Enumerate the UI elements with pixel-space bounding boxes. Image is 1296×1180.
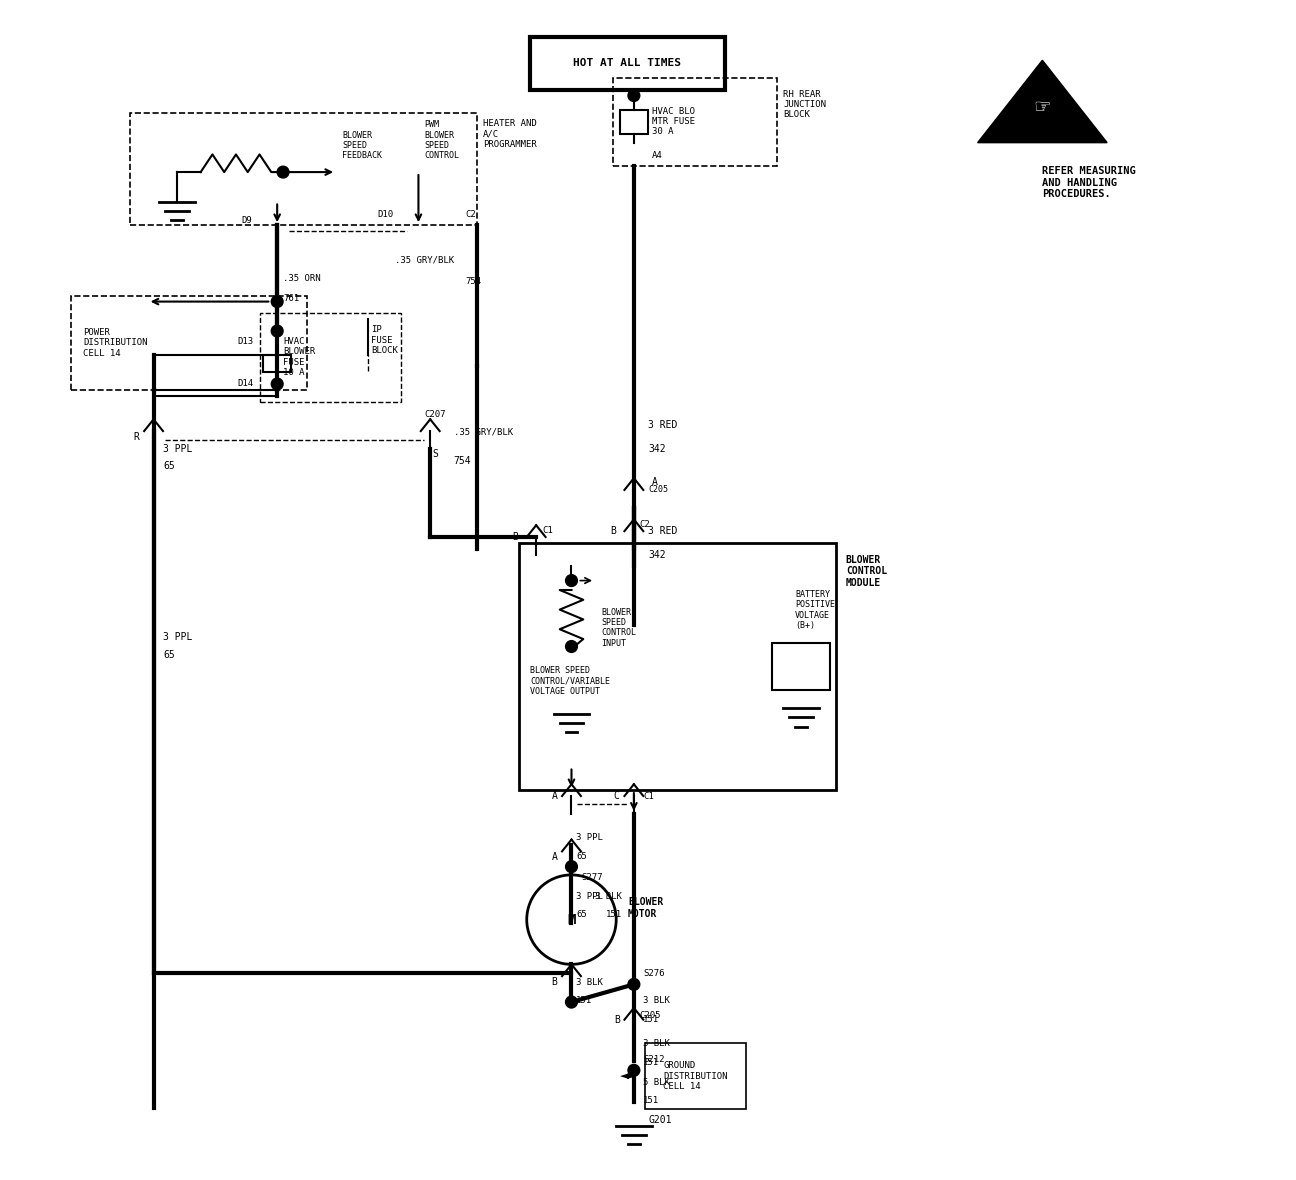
- Bar: [263, 354, 292, 372]
- Text: 3 BLK: 3 BLK: [643, 1038, 670, 1048]
- Text: B: B: [610, 526, 616, 536]
- Circle shape: [565, 575, 577, 586]
- Polygon shape: [977, 60, 1107, 143]
- Circle shape: [629, 1064, 640, 1076]
- Text: ☞: ☞: [1034, 98, 1051, 117]
- Bar: [771, 643, 831, 690]
- Text: PWM
BLOWER
SPEED
CONTROL: PWM BLOWER SPEED CONTROL: [424, 120, 459, 160]
- Text: 3 BLK: 3 BLK: [643, 996, 670, 1005]
- Bar: [530, 37, 724, 90]
- Text: HOT AT ALL TIMES: HOT AT ALL TIMES: [573, 58, 682, 68]
- Text: HEATER AND
A/C
PROGRAMMER: HEATER AND A/C PROGRAMMER: [483, 119, 537, 149]
- Text: 151: 151: [643, 1096, 660, 1106]
- Text: IP
FUSE
BLOCK: IP FUSE BLOCK: [372, 326, 398, 355]
- Text: S: S: [433, 448, 438, 459]
- Text: C205: C205: [648, 485, 667, 494]
- Text: .35 GRY/BLK: .35 GRY/BLK: [454, 428, 513, 437]
- Text: C1: C1: [542, 525, 553, 535]
- Bar: [518, 543, 836, 791]
- Text: B: B: [552, 977, 557, 986]
- Circle shape: [271, 378, 283, 389]
- Text: 342: 342: [648, 444, 666, 454]
- Bar: [259, 314, 400, 401]
- Text: B: B: [513, 532, 518, 542]
- Text: BLOWER
MOTOR: BLOWER MOTOR: [629, 897, 664, 919]
- Text: POWER
DISTRIBUTION
CELL 14: POWER DISTRIBUTION CELL 14: [83, 328, 148, 358]
- Bar: [71, 296, 307, 389]
- Text: 3 BLK: 3 BLK: [595, 892, 622, 900]
- Text: 151: 151: [643, 1057, 660, 1067]
- Text: M: M: [568, 912, 575, 926]
- Text: 342: 342: [648, 550, 666, 559]
- Text: A4: A4: [652, 151, 662, 160]
- Text: A: A: [552, 852, 557, 863]
- Text: S277: S277: [581, 872, 603, 881]
- Text: 151: 151: [607, 911, 622, 919]
- Text: BLOWER
CONTROL
MODULE: BLOWER CONTROL MODULE: [846, 555, 886, 588]
- Text: 151: 151: [643, 1015, 660, 1024]
- Text: 151: 151: [577, 996, 592, 1005]
- Text: C: C: [614, 791, 619, 801]
- Text: A: A: [652, 477, 657, 486]
- Text: HVAC BLO
MTR FUSE
30 A: HVAC BLO MTR FUSE 30 A: [652, 106, 695, 137]
- Text: B: B: [614, 1015, 619, 1024]
- Text: D10: D10: [377, 210, 394, 219]
- Circle shape: [271, 296, 283, 308]
- Text: 65: 65: [577, 852, 587, 860]
- Text: BATTERY
POSITIVE
VOLTAGE
(B+): BATTERY POSITIVE VOLTAGE (B+): [796, 590, 835, 630]
- Text: 65: 65: [577, 911, 587, 919]
- Text: 3 PPL: 3 PPL: [577, 833, 603, 841]
- Circle shape: [565, 641, 577, 653]
- Text: C2: C2: [465, 210, 477, 219]
- Text: D9: D9: [242, 216, 253, 225]
- Text: .35 ORN: .35 ORN: [283, 274, 320, 282]
- Text: 754: 754: [465, 277, 482, 286]
- Text: 3 RED: 3 RED: [648, 526, 678, 536]
- Circle shape: [629, 90, 640, 101]
- Text: RH REAR
JUNCTION
BLOCK: RH REAR JUNCTION BLOCK: [783, 90, 827, 119]
- Text: 3 BLK: 3 BLK: [577, 977, 603, 986]
- Text: HVAC
BLOWER
FUSE
10 A: HVAC BLOWER FUSE 10 A: [283, 337, 315, 378]
- Circle shape: [565, 996, 577, 1008]
- Text: 65: 65: [163, 650, 175, 660]
- Text: S276: S276: [643, 970, 665, 978]
- Text: 5 BLK: 5 BLK: [643, 1077, 670, 1087]
- Text: S212: S212: [643, 1055, 665, 1064]
- Text: GROUND
DISTRIBUTION
CELL 14: GROUND DISTRIBUTION CELL 14: [664, 1061, 728, 1092]
- Text: REFER MEASURING
AND HANDLING
PROCEDURES.: REFER MEASURING AND HANDLING PROCEDURES.: [1042, 166, 1137, 199]
- Text: BLOWER
SPEED
FEEDBACK: BLOWER SPEED FEEDBACK: [342, 131, 382, 160]
- Text: C2: C2: [640, 519, 651, 529]
- Text: 3 RED: 3 RED: [648, 420, 678, 431]
- Bar: [130, 113, 477, 225]
- Circle shape: [277, 166, 289, 178]
- Text: A: A: [552, 791, 557, 801]
- Text: 3 PPL: 3 PPL: [577, 892, 603, 900]
- Bar: [619, 110, 648, 135]
- Text: 65: 65: [163, 461, 175, 471]
- Circle shape: [629, 978, 640, 990]
- Text: ◄►: ◄►: [619, 1071, 636, 1081]
- Text: 754: 754: [454, 455, 472, 465]
- Circle shape: [565, 860, 577, 872]
- Text: 761: 761: [283, 294, 299, 302]
- Text: 3 PPL: 3 PPL: [163, 632, 192, 642]
- Text: C207: C207: [424, 411, 446, 419]
- Text: C205: C205: [640, 1011, 661, 1020]
- Text: R: R: [133, 432, 140, 442]
- Text: D13: D13: [237, 337, 254, 346]
- Text: 3 PPL: 3 PPL: [163, 444, 192, 454]
- Text: BLOWER
SPEED
CONTROL
INPUT: BLOWER SPEED CONTROL INPUT: [601, 608, 636, 648]
- Text: C1: C1: [643, 792, 654, 800]
- Text: D14: D14: [237, 380, 254, 388]
- Bar: [613, 78, 778, 166]
- Text: BLOWER SPEED
CONTROL/VARIABLE
VOLTAGE OUTPUT: BLOWER SPEED CONTROL/VARIABLE VOLTAGE OU…: [530, 667, 610, 696]
- Text: G201: G201: [648, 1115, 671, 1125]
- Circle shape: [271, 326, 283, 337]
- Text: .35 GRY/BLK: .35 GRY/BLK: [395, 256, 454, 264]
